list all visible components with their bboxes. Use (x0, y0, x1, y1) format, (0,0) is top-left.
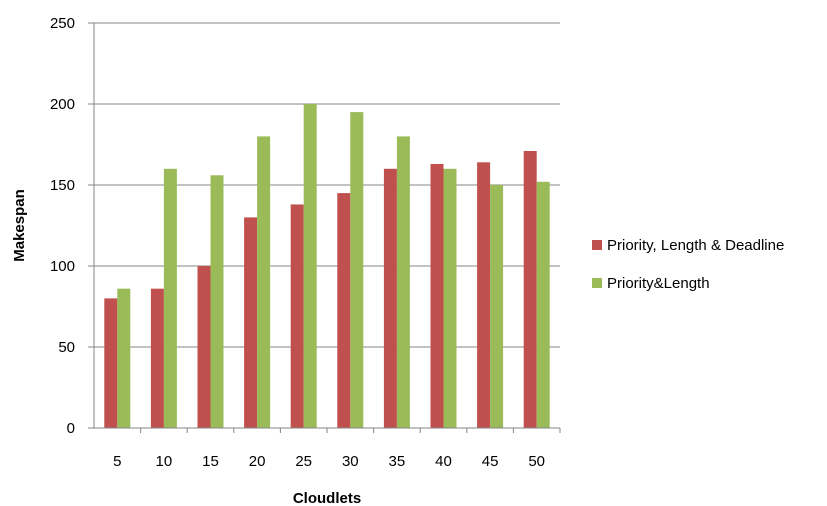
x-tick-label: 15 (202, 453, 219, 470)
y-tick-label: 50 (58, 339, 75, 356)
x-tick-label: 50 (528, 453, 545, 470)
bar-priority-length-deadline-30 (337, 193, 351, 428)
bar-priority-length-deadline-5 (104, 298, 118, 428)
bar-priority-length-deadline-40 (430, 163, 444, 428)
y-tick-label: 100 (50, 258, 75, 275)
x-tick-label: 10 (156, 453, 173, 470)
bar-priority-length-10 (163, 168, 177, 429)
y-axis-title: Makespan (11, 189, 28, 262)
y-tick-label: 250 (50, 15, 75, 32)
bar-priority-length-5 (117, 288, 131, 428)
bar-priority-length-deadline-10 (150, 288, 164, 428)
x-tick-label: 25 (295, 453, 312, 470)
x-tick-label: 40 (435, 453, 452, 470)
x-tick-label: 20 (249, 453, 266, 470)
legend-label: Priority, Length & Deadline (607, 237, 784, 254)
bar-priority-length-deadline-20 (244, 217, 258, 428)
legend-label: Priority&Length (607, 275, 710, 292)
x-tick-label: 45 (482, 453, 499, 470)
bar-priority-length-15 (210, 175, 224, 428)
bar-priority-length-25 (303, 104, 317, 428)
axes (93, 23, 560, 429)
bar-priority-length-40 (443, 168, 457, 429)
y-tick-label: 0 (67, 420, 75, 437)
bar-priority-length-deadline-35 (383, 168, 397, 429)
x-tick-labels: 5 10 15 20 25 30 35 40 45 50 (113, 453, 545, 470)
bar-priority-length-deadline-45 (477, 162, 491, 428)
x-tick-label: 5 (113, 453, 121, 470)
bars (104, 104, 550, 429)
bar-priority-length-45 (490, 185, 504, 428)
bar-priority-length-deadline-15 (197, 266, 211, 428)
legend-swatch (592, 240, 602, 250)
bar-priority-length-deadline-25 (290, 204, 304, 428)
x-tick-label: 35 (389, 453, 406, 470)
y-tick-labels: 0 50 100 150 200 250 (50, 15, 75, 437)
bar-priority-length-50 (536, 181, 550, 428)
x-axis-title: Cloudlets (293, 490, 361, 506)
y-tick-label: 150 (50, 177, 75, 194)
bar-priority-length-35 (396, 136, 410, 428)
bar-priority-length-deadline-50 (523, 150, 537, 429)
legend: Priority, Length & Deadline Priority&Leng… (592, 237, 784, 292)
legend-swatch (592, 278, 602, 288)
y-tick-label: 200 (50, 96, 75, 113)
bar-priority-length-20 (257, 136, 271, 428)
x-tick-label: 30 (342, 453, 359, 470)
bar-priority-length-30 (350, 112, 364, 428)
